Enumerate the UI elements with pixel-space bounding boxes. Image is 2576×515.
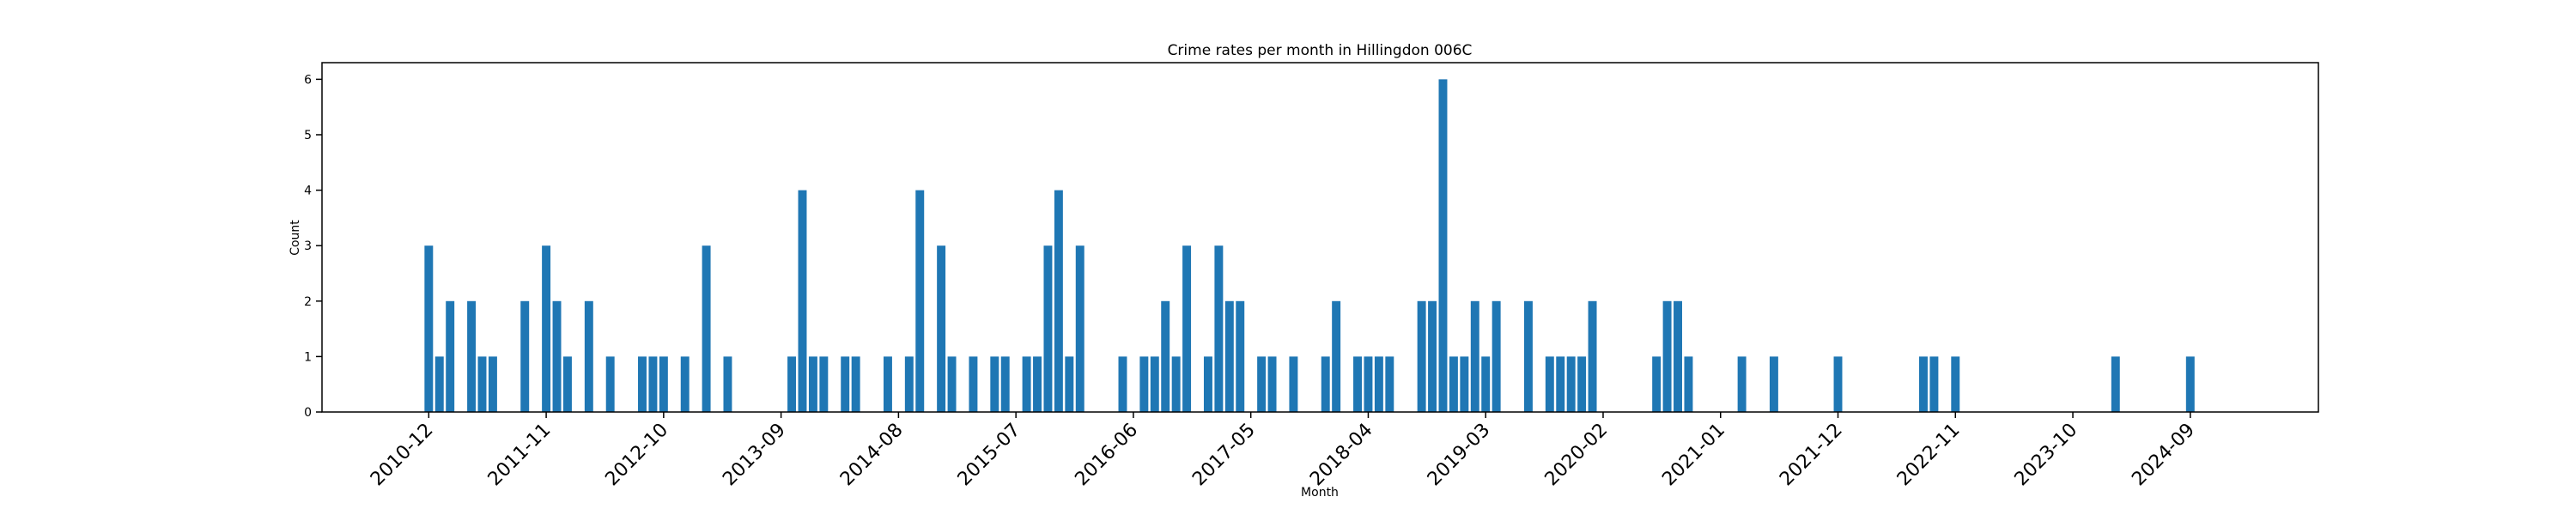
bar — [1674, 300, 1682, 412]
bar — [1588, 300, 1597, 412]
bar — [1428, 300, 1437, 412]
bar — [1139, 356, 1149, 412]
bar — [1374, 356, 1383, 412]
bar — [1481, 356, 1491, 412]
bar — [1054, 190, 1063, 413]
bar — [1492, 300, 1501, 412]
y-tick-label: 3 — [304, 239, 312, 253]
bar — [1000, 356, 1010, 412]
bar — [520, 300, 530, 412]
bar — [542, 245, 551, 412]
bar — [808, 356, 817, 412]
bar — [1364, 356, 1373, 412]
y-tick-label: 5 — [304, 129, 312, 142]
bar — [841, 356, 850, 412]
bar — [1289, 356, 1298, 412]
bar — [434, 356, 444, 412]
bar — [680, 356, 690, 412]
y-axis-label: Count — [289, 220, 302, 256]
bar — [1118, 356, 1127, 412]
bar — [1353, 356, 1362, 412]
bar — [1566, 356, 1576, 412]
bar — [1182, 245, 1192, 412]
bar — [584, 300, 593, 412]
axes-frame — [321, 62, 2319, 413]
bar — [2111, 356, 2120, 412]
bar — [488, 356, 497, 412]
bar — [1065, 356, 1074, 412]
bar — [819, 356, 829, 412]
bar — [1043, 245, 1053, 412]
bar — [1438, 79, 1448, 412]
chart-title: Crime rates per month in Hillingdon 006C — [1168, 42, 1473, 59]
bar — [638, 356, 647, 412]
bar — [1214, 245, 1224, 412]
bar — [477, 356, 487, 412]
bar — [1919, 356, 1928, 412]
bar — [1150, 356, 1159, 412]
bar — [1267, 356, 1277, 412]
bar — [787, 356, 797, 412]
x-axis-label: Month — [1301, 486, 1339, 500]
bar — [424, 245, 434, 412]
bar — [798, 190, 807, 413]
bar — [1417, 300, 1426, 412]
bar — [562, 356, 572, 412]
bar — [552, 300, 562, 412]
bar — [1662, 300, 1672, 412]
bar — [1321, 356, 1330, 412]
bar — [915, 190, 925, 413]
bar — [883, 356, 892, 412]
bar — [446, 300, 455, 412]
bar — [1203, 356, 1212, 412]
bar — [702, 245, 711, 412]
y-tick-label: 4 — [304, 185, 312, 198]
bar — [1236, 300, 1245, 412]
bar — [1332, 300, 1341, 412]
y-tick-label: 0 — [304, 406, 312, 420]
y-tick-label: 2 — [304, 295, 312, 309]
bar — [605, 356, 615, 412]
bar — [904, 356, 914, 412]
bar — [1929, 356, 1939, 412]
bar — [1171, 356, 1181, 412]
bar — [1684, 356, 1693, 412]
bar — [1577, 356, 1587, 412]
bar — [467, 300, 477, 412]
bar — [1022, 356, 1031, 412]
bar — [1033, 356, 1042, 412]
bar — [1460, 356, 1469, 412]
bar — [1224, 300, 1234, 412]
bar — [1556, 356, 1565, 412]
bar — [937, 245, 946, 412]
bar — [648, 356, 658, 412]
bar — [1737, 356, 1747, 412]
bar — [1257, 356, 1267, 412]
bar — [1161, 300, 1170, 412]
bar — [1470, 300, 1479, 412]
bar — [1951, 356, 1960, 412]
bar — [947, 356, 957, 412]
bar — [1833, 356, 1843, 412]
bar — [1075, 245, 1084, 412]
bar — [1545, 356, 1554, 412]
y-tick-label: 6 — [304, 73, 312, 87]
bar — [851, 356, 860, 412]
bar — [1523, 300, 1533, 412]
bar — [1385, 356, 1394, 412]
bar — [2185, 356, 2195, 412]
bar — [990, 356, 999, 412]
bar — [659, 356, 668, 412]
bar — [1449, 356, 1458, 412]
bar — [1769, 356, 1778, 412]
y-tick-label: 1 — [304, 350, 312, 364]
bar — [1652, 356, 1662, 412]
bar — [969, 356, 978, 412]
bar — [723, 356, 732, 412]
